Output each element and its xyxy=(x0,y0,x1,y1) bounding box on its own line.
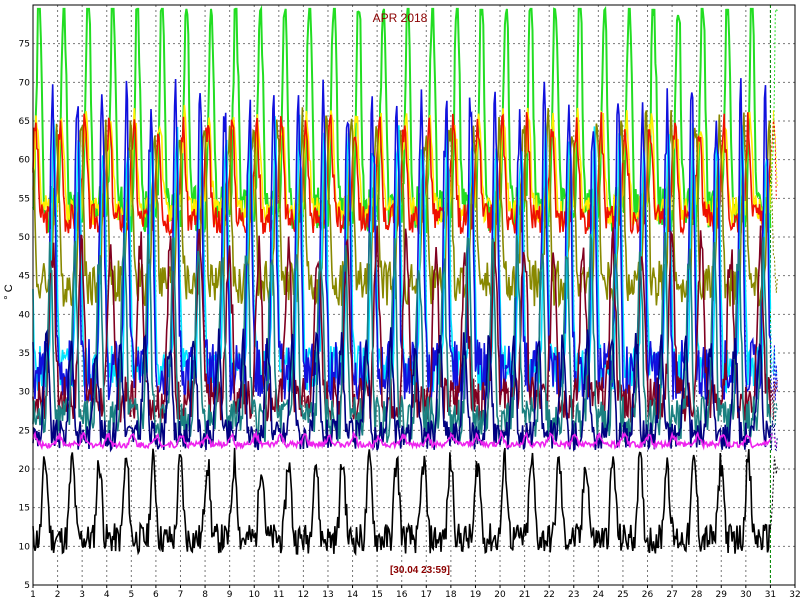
y-tick-label: 60 xyxy=(19,156,31,166)
x-tick-label: 26 xyxy=(642,590,654,600)
y-tick-label: 45 xyxy=(19,272,30,282)
x-tick-label: 20 xyxy=(494,590,506,600)
x-tick-label: 17 xyxy=(421,590,432,600)
x-tick-label: 23 xyxy=(568,590,579,600)
series-line-5 xyxy=(32,114,772,394)
y-tick-label: 70 xyxy=(19,78,31,88)
series-forecast-4 xyxy=(769,165,778,293)
x-tick-label: 27 xyxy=(666,590,677,600)
series-forecast-8 xyxy=(769,399,778,429)
y-tick-label: 50 xyxy=(19,233,31,243)
x-tick-label: 15 xyxy=(371,590,382,600)
series-forecast-9 xyxy=(769,420,778,452)
series-line-9 xyxy=(32,327,772,453)
x-tick-label: 11 xyxy=(273,590,284,600)
series-line-10 xyxy=(32,429,772,451)
y-tick-label: 65 xyxy=(19,117,30,127)
x-tick-label: 5 xyxy=(128,590,134,600)
series-line-4 xyxy=(32,107,772,308)
y-tick-label: 10 xyxy=(19,542,31,552)
x-tick-label: 16 xyxy=(396,590,408,600)
x-tick-label: 32 xyxy=(789,590,800,600)
x-tick-label: 9 xyxy=(227,590,233,600)
x-tick-label: 3 xyxy=(79,590,85,600)
series-forecast-10 xyxy=(769,433,778,447)
x-tick-label: 8 xyxy=(202,590,208,600)
x-tick-label: 25 xyxy=(617,590,628,600)
y-tick-label: 40 xyxy=(19,310,31,320)
x-tick-label: 2 xyxy=(55,590,61,600)
y-axis-label: ° C xyxy=(3,284,15,299)
x-tick-label: 4 xyxy=(104,590,110,600)
series-forecast-7 xyxy=(769,380,778,420)
y-tick-label: 75 xyxy=(19,40,30,50)
series-forecast-6 xyxy=(769,338,778,401)
x-tick-label: 12 xyxy=(298,590,309,600)
x-tick-label: 1 xyxy=(30,590,36,600)
y-tick-label: 30 xyxy=(19,388,31,398)
x-tick-label: 31 xyxy=(765,590,776,600)
y-tick-label: 25 xyxy=(19,426,30,436)
series-forecast-11 xyxy=(769,456,778,530)
x-tick-label: 19 xyxy=(470,590,482,600)
y-tick-label: 20 xyxy=(19,465,31,475)
timestamp-label: [30.04 23:59] xyxy=(390,565,450,576)
y-tick-label: 55 xyxy=(19,194,30,204)
y-tick-label: 35 xyxy=(19,349,30,359)
series-forecast-3 xyxy=(769,120,778,200)
series-forecast-2 xyxy=(769,110,778,189)
y-tick-label: 5 xyxy=(24,581,30,591)
x-tick-label: 6 xyxy=(153,590,159,600)
series-layer xyxy=(32,5,778,557)
x-tick-label: 28 xyxy=(691,590,703,600)
series-line-11 xyxy=(32,447,772,557)
x-tick-label: 13 xyxy=(322,590,333,600)
x-tick-label: 18 xyxy=(445,590,457,600)
axes: 1 2 3 4 5 6 7 8 9 10 11 12 13 14 15 16 17 18 19 20 21 22 23 24 2… xyxy=(19,4,800,600)
x-tick-label: 7 xyxy=(178,590,184,600)
x-tick-label: 14 xyxy=(347,590,359,600)
x-tick-label: 30 xyxy=(740,590,752,600)
x-tick-label: 22 xyxy=(543,590,554,600)
x-tick-label: 10 xyxy=(248,590,260,600)
plot-frame xyxy=(32,4,796,586)
x-tick-label: 29 xyxy=(716,590,728,600)
x-tick-label: 24 xyxy=(593,590,605,600)
series-line-7 xyxy=(32,225,772,424)
y-tick-label: 15 xyxy=(19,504,30,514)
chart-title: APR 2018 xyxy=(373,11,428,25)
x-tick-label: 21 xyxy=(519,590,530,600)
